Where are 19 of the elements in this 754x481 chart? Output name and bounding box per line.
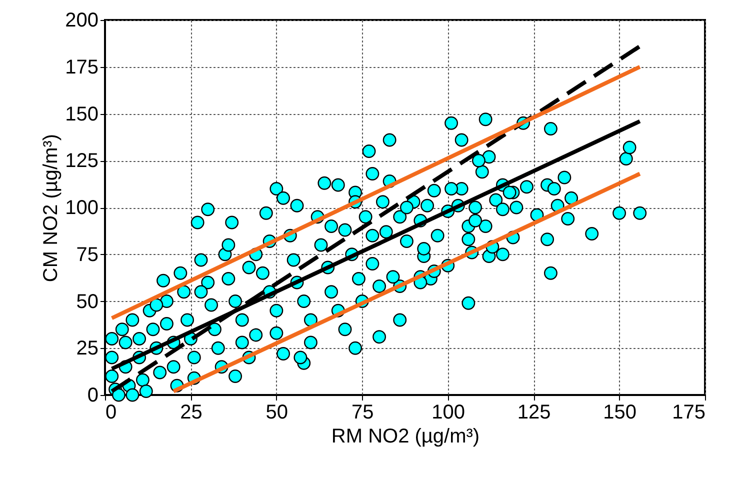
y-tick-label: 125 (65, 150, 98, 172)
y-tick-label: 75 (76, 244, 98, 266)
x-tick-label: 0 (106, 402, 117, 424)
x-tick-label: 100 (432, 402, 466, 424)
y-tick-label: 200 (65, 10, 98, 32)
y-tick-label: 0 (87, 384, 98, 406)
y-tick-label: 150 (65, 103, 98, 126)
x-tick-label: 150 (603, 402, 636, 424)
x-tick-label: 175 (672, 402, 706, 424)
y-axis-title: CM NO2 (µg/m³) (40, 134, 62, 282)
x-tick-label: 125 (517, 402, 551, 424)
y-tick-label: 50 (76, 290, 98, 313)
x-axis-title: RM NO2 (µg/m³) (331, 426, 480, 448)
x-tick-label: 50 (266, 402, 288, 424)
y-tick-label: 175 (65, 56, 98, 78)
x-tick-label: 25 (180, 402, 202, 424)
y-tick-label: 100 (65, 197, 98, 219)
y-tick-label: 25 (76, 338, 98, 360)
x-tick-label: 75 (352, 402, 374, 424)
